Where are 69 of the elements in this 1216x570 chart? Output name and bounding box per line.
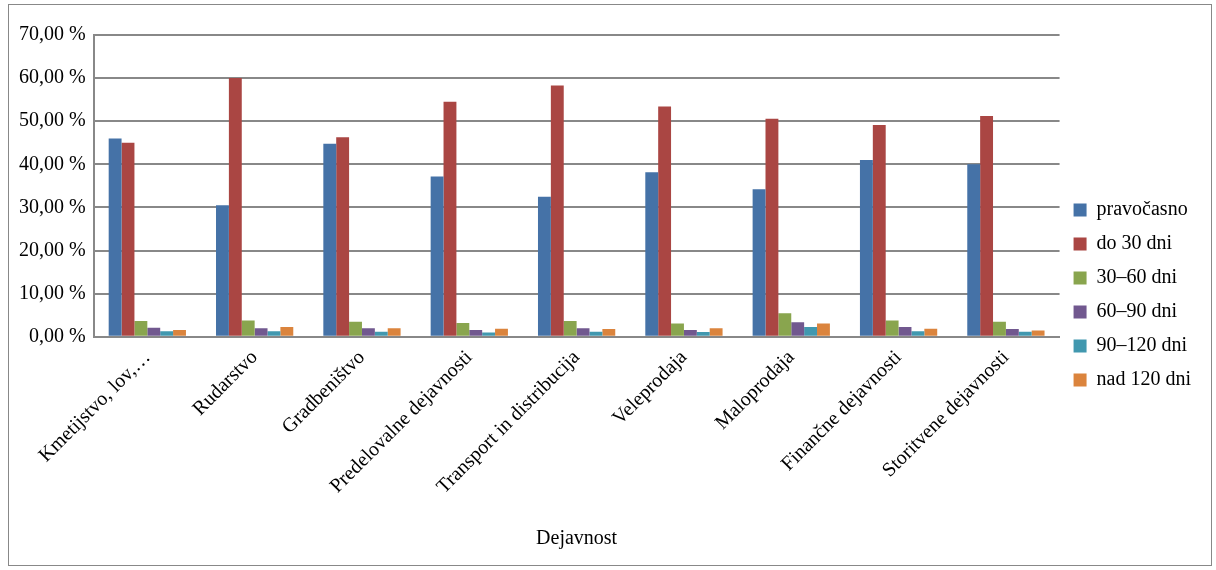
bar (134, 320, 148, 336)
bar (267, 331, 281, 336)
y-tick-label: 30,00 % (18, 194, 86, 217)
bar (456, 323, 470, 336)
bar (323, 143, 337, 336)
bar (349, 321, 362, 336)
bar (980, 116, 994, 336)
bar (791, 322, 805, 336)
bar (993, 321, 1006, 336)
y-tick-label: 40,00 % (18, 151, 86, 174)
bar (671, 323, 684, 336)
bar (280, 326, 294, 336)
bar (160, 331, 174, 336)
bar (602, 329, 616, 336)
legend-label: 30–60 dni (1096, 265, 1178, 288)
bar (765, 118, 779, 336)
bar (336, 137, 350, 336)
bar (121, 142, 135, 336)
y-tick-label: 0,00 % (28, 324, 86, 347)
bar (967, 164, 981, 336)
y-tick-label: 60,00 % (18, 65, 86, 88)
bar (241, 320, 255, 336)
bar (1018, 331, 1032, 336)
bar (147, 327, 161, 336)
bar (387, 328, 401, 336)
bar (216, 205, 229, 336)
bar (898, 326, 912, 336)
bar (430, 176, 444, 336)
bar (752, 189, 766, 336)
legend-label: nad 120 dni (1096, 367, 1192, 390)
bar (469, 329, 483, 336)
y-tick-label: 70,00 % (18, 22, 86, 45)
bar (550, 85, 564, 336)
y-tick-label: 50,00 % (18, 108, 86, 131)
bar (804, 326, 818, 336)
bar (576, 328, 590, 336)
bar (859, 160, 873, 336)
bar (872, 125, 886, 336)
bar (683, 329, 697, 336)
bar (228, 78, 242, 336)
legend-label: do 30 dni (1096, 231, 1173, 254)
bar (924, 328, 938, 336)
bar (173, 329, 186, 336)
bar (885, 320, 899, 336)
bar (495, 328, 508, 336)
y-tick-label: 10,00 % (18, 280, 86, 303)
bar (361, 328, 375, 336)
bar (645, 172, 659, 336)
bar (537, 196, 551, 336)
bar (482, 332, 496, 336)
bar (254, 328, 268, 336)
legend-label: pravočasno (1096, 197, 1188, 221)
bar (563, 320, 577, 336)
bar (658, 106, 672, 336)
legend-label: 90–120 dni (1096, 333, 1188, 356)
y-tick-label: 20,00 % (18, 237, 86, 260)
bar (709, 328, 723, 336)
bar (374, 331, 388, 336)
bar (1031, 330, 1045, 336)
bar (778, 313, 792, 336)
x-axis-title: Dejavnost (536, 526, 618, 550)
bar (443, 101, 457, 336)
bar (108, 138, 122, 336)
bar (911, 331, 925, 336)
bar (589, 331, 603, 336)
bar (817, 323, 830, 336)
legend-label: 60–90 dni (1096, 299, 1178, 322)
bar (696, 332, 710, 336)
bar (1005, 329, 1019, 336)
